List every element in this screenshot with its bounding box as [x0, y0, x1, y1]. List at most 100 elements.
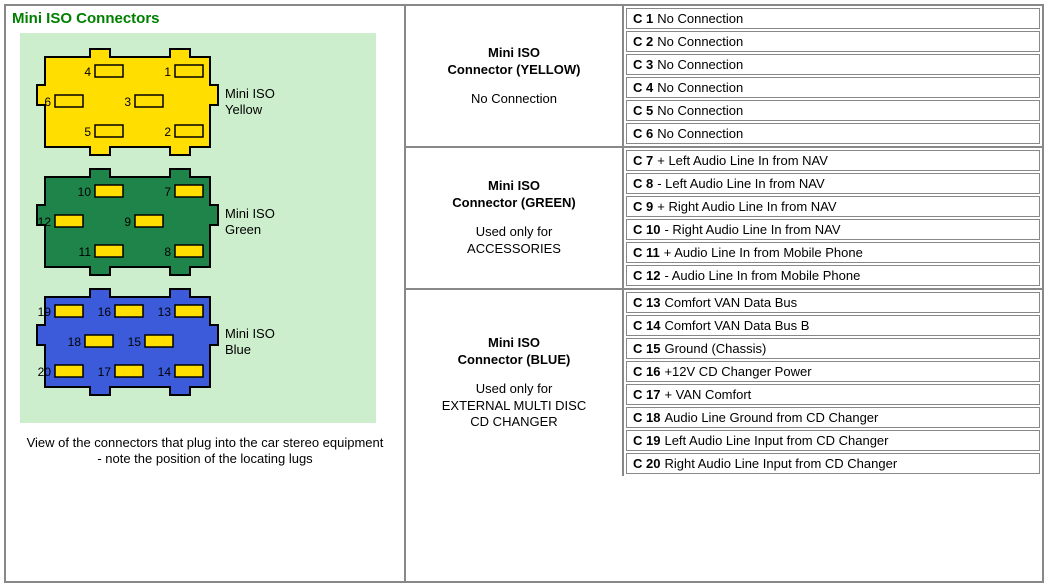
pin-description: No Connection: [657, 80, 743, 95]
section-pin-list: C 1 No ConnectionC 2 No ConnectionC 3 No…: [624, 6, 1042, 146]
section-title-line: Mini ISO: [488, 178, 540, 193]
pin-description: Comfort VAN Data Bus B: [664, 318, 809, 333]
connector-svg-wrap: 1316191518141720: [30, 287, 225, 397]
pin-description: - Audio Line In from Mobile Phone: [664, 268, 860, 283]
pin-number: 4: [84, 65, 91, 79]
pin-number: 12: [38, 215, 52, 229]
connector-shape: 143625: [30, 47, 225, 157]
pin-row: C 18 Audio Line Ground from CD Changer: [626, 407, 1040, 428]
pin-id: C 8: [633, 176, 653, 191]
pin-row: C 1 No Connection: [626, 8, 1040, 29]
pin-row: C 16 +12V CD Changer Power: [626, 361, 1040, 382]
pin-id: C 17: [633, 387, 660, 402]
pin-number: 15: [128, 335, 142, 349]
pin-id: C 2: [633, 34, 653, 49]
section-title-line: Connector (BLUE): [458, 352, 571, 367]
pin-number: 7: [164, 185, 171, 199]
pin-id: C 10: [633, 222, 660, 237]
pin-number: 10: [78, 185, 92, 199]
section-header: Mini ISOConnector (GREEN)Used only forAC…: [406, 148, 624, 288]
pin-description: No Connection: [657, 11, 743, 26]
pin-id: C 18: [633, 410, 660, 425]
pin-slot: [175, 365, 203, 377]
pin-id: C 20: [633, 456, 660, 471]
pin-slot: [55, 305, 83, 317]
pin-number: 9: [124, 215, 131, 229]
section-description: Used only forEXTERNAL MULTI DISCCD CHANG…: [442, 381, 586, 432]
pin-id: C 7: [633, 153, 653, 168]
section-description: No Connection: [471, 91, 557, 108]
connector-row: 710912811 Mini ISOGreen: [30, 167, 366, 277]
section-description: Used only forACCESSORIES: [467, 224, 561, 258]
left-panel: Mini ISO Connectors 143625 Mini ISOYello…: [6, 6, 406, 581]
pin-description: Left Audio Line Input from CD Changer: [664, 433, 888, 448]
pin-row: C 20 Right Audio Line Input from CD Chan…: [626, 453, 1040, 474]
section-header: Mini ISOConnector (BLUE)Used only forEXT…: [406, 290, 624, 476]
pin-row: C 3 No Connection: [626, 54, 1040, 75]
pinout-section: Mini ISOConnector (GREEN)Used only forAC…: [406, 148, 1042, 290]
pin-number: 19: [38, 305, 52, 319]
pin-slot: [95, 185, 123, 197]
pin-description: + Audio Line In from Mobile Phone: [664, 245, 863, 260]
pin-slot: [175, 305, 203, 317]
connector-svg-wrap: 143625: [30, 47, 225, 157]
section-title-line: Connector (YELLOW): [448, 62, 581, 77]
pin-row: C 17 + VAN Comfort: [626, 384, 1040, 405]
pin-row: C 15 Ground (Chassis): [626, 338, 1040, 359]
pin-number: 14: [158, 365, 172, 379]
pin-slot: [175, 245, 203, 257]
pin-slot: [95, 125, 123, 137]
pin-slot: [175, 65, 203, 77]
pin-slot: [95, 245, 123, 257]
pin-number: 2: [164, 125, 171, 139]
pin-slot: [95, 65, 123, 77]
pinout-section: Mini ISOConnector (YELLOW)No ConnectionC…: [406, 6, 1042, 148]
pin-description: No Connection: [657, 57, 743, 72]
pin-slot: [115, 365, 143, 377]
pin-number: 5: [84, 125, 91, 139]
pin-slot: [175, 125, 203, 137]
pin-row: C 9 + Right Audio Line In from NAV: [626, 196, 1040, 217]
connector-label: Mini ISOYellow: [225, 86, 275, 117]
pin-number: 18: [68, 335, 82, 349]
pin-description: + VAN Comfort: [664, 387, 751, 402]
pin-description: No Connection: [657, 34, 743, 49]
pin-id: C 14: [633, 318, 660, 333]
pin-row: C 4 No Connection: [626, 77, 1040, 98]
pin-id: C 4: [633, 80, 653, 95]
section-header: Mini ISOConnector (YELLOW)No Connection: [406, 6, 624, 146]
section-description-line: CD CHANGER: [442, 414, 586, 431]
pin-number: 20: [38, 365, 52, 379]
pin-row: C 6 No Connection: [626, 123, 1040, 144]
pin-number: 16: [98, 305, 112, 319]
pin-description: Comfort VAN Data Bus: [664, 295, 797, 310]
pin-description: No Connection: [657, 103, 743, 118]
pin-id: C 6: [633, 126, 653, 141]
pin-number: 17: [98, 365, 112, 379]
pin-description: + Right Audio Line In from NAV: [657, 199, 836, 214]
section-pin-list: C 7 + Left Audio Line In from NAV C 8 - L…: [624, 148, 1042, 288]
section-description-line: ACCESSORIES: [467, 241, 561, 258]
pin-slot: [85, 335, 113, 347]
pin-id: C 19: [633, 433, 660, 448]
pin-number: 6: [44, 95, 51, 109]
connector-row: 1316191518141720 Mini ISOBlue: [30, 287, 366, 397]
connector-shape: 1316191518141720: [30, 287, 225, 397]
section-description-line: Used only for: [442, 381, 586, 398]
connector-row: 143625 Mini ISOYellow: [30, 47, 366, 157]
pin-id: C 12: [633, 268, 660, 283]
connector-svg-wrap: 710912811: [30, 167, 225, 277]
pin-description: Audio Line Ground from CD Changer: [664, 410, 878, 425]
page-container: Mini ISO Connectors 143625 Mini ISOYello…: [4, 4, 1044, 583]
pin-id: C 11: [633, 245, 660, 260]
pin-id: C 5: [633, 103, 653, 118]
pin-row: C 13 Comfort VAN Data Bus: [626, 292, 1040, 313]
section-description-line: EXTERNAL MULTI DISC: [442, 398, 586, 415]
pin-id: C 3: [633, 57, 653, 72]
pin-description: - Left Audio Line In from NAV: [657, 176, 824, 191]
pin-id: C 9: [633, 199, 653, 214]
pin-description: + Left Audio Line In from NAV: [657, 153, 828, 168]
pin-number: 11: [79, 245, 92, 259]
pin-description: +12V CD Changer Power: [664, 364, 811, 379]
pin-row: C 12 - Audio Line In from Mobile Phone: [626, 265, 1040, 286]
